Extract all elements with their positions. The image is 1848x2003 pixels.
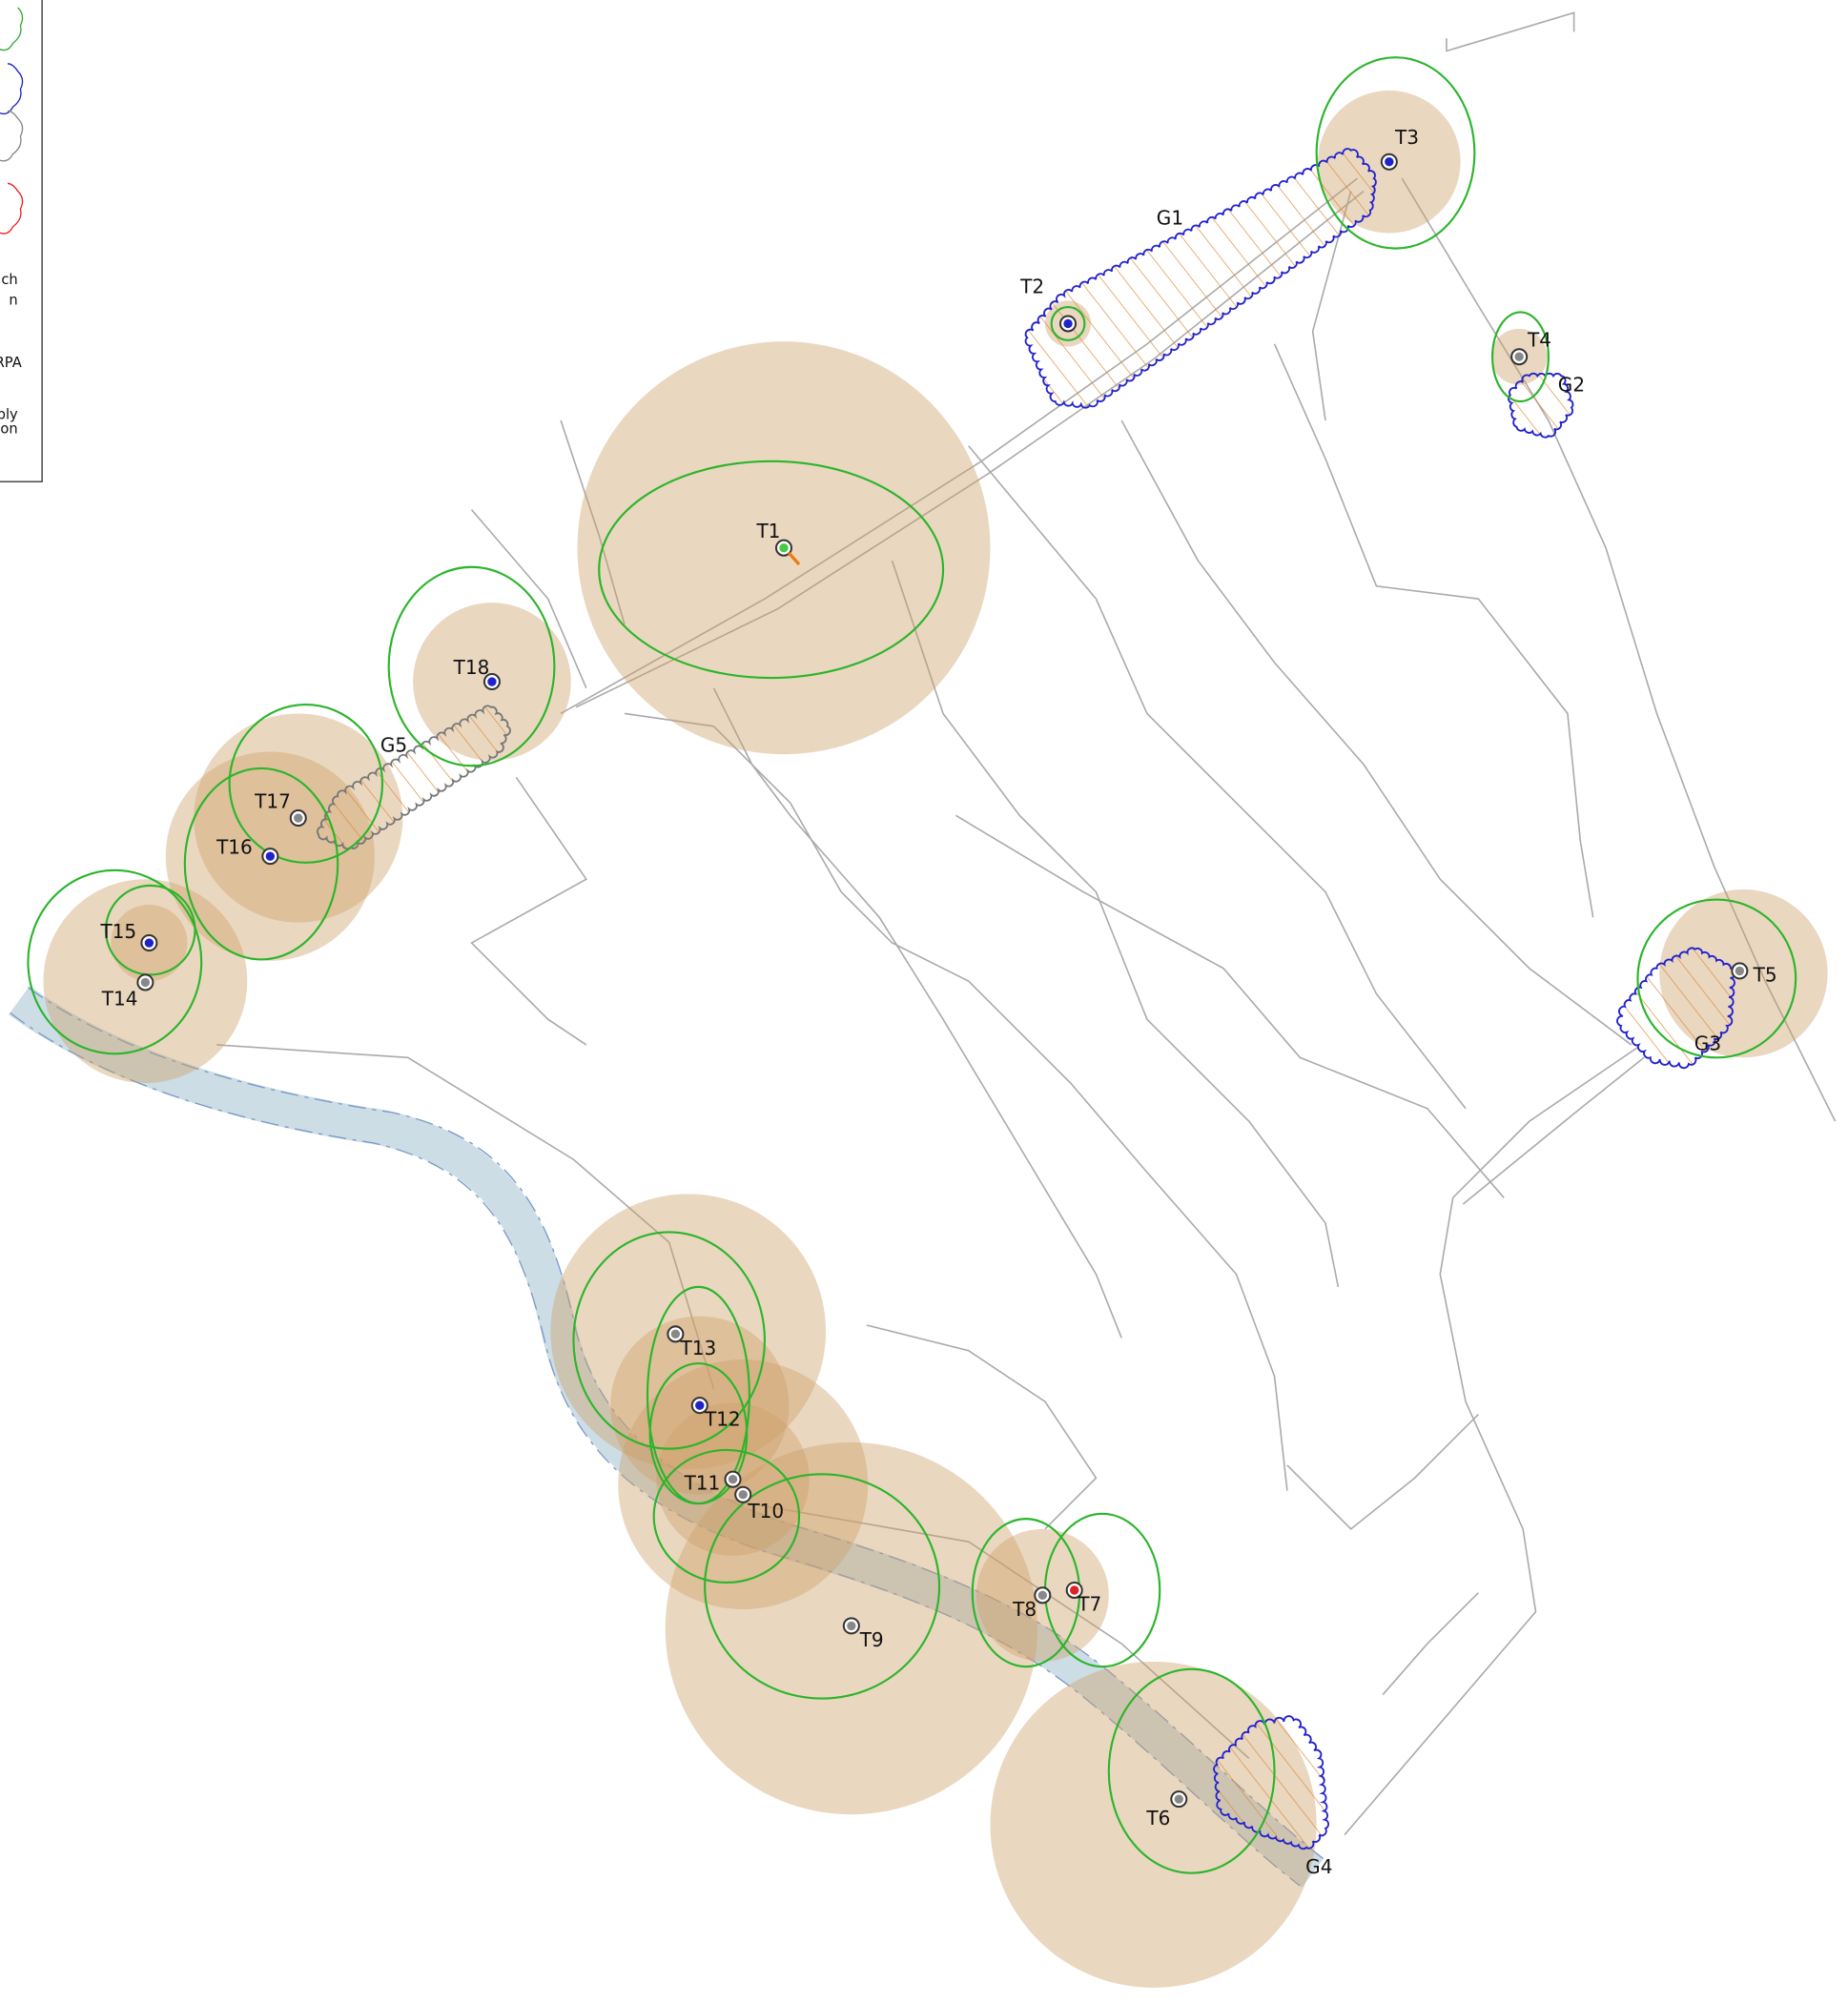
canopy-spread (704, 1473, 941, 1700)
tree-label: T17 (254, 790, 291, 813)
tree-marker-core (144, 938, 154, 948)
group-hatch (1508, 373, 1573, 438)
tree-label: T14 (101, 988, 138, 1011)
group-outline (1508, 372, 1574, 439)
site-lines (216, 11, 1837, 1836)
group-hatch (317, 705, 510, 849)
group-outline (1024, 148, 1377, 409)
tree-label: T15 (99, 920, 136, 943)
canopy-spread (228, 704, 384, 864)
tree-marker-core (1063, 318, 1073, 329)
tree-lean-arrow (788, 551, 801, 566)
group-label: G5 (380, 734, 407, 757)
tree-label: T1 (755, 520, 780, 542)
tree-label: T5 (1753, 963, 1777, 986)
tree-marker-core (1385, 157, 1394, 167)
legend-label: on (0, 420, 17, 437)
legend-label: n (9, 292, 17, 308)
canopy-spread (27, 869, 203, 1055)
tree-label: T11 (684, 1472, 721, 1495)
canopies (27, 56, 1797, 1874)
tree-marker-core (140, 977, 151, 988)
group-outline (316, 705, 511, 850)
tree-label: T16 (216, 836, 253, 859)
tree-label: T18 (453, 656, 490, 679)
canopy-spread (1050, 306, 1086, 341)
canopy-spread (1315, 56, 1476, 250)
tree-marker-core (738, 1490, 748, 1500)
group-outline (1616, 947, 1736, 1070)
tree-marker-core (1735, 966, 1745, 976)
canopy-spread (104, 884, 196, 976)
tree-label: T10 (747, 1500, 784, 1523)
tree-label: T3 (1394, 126, 1419, 149)
canopy-spread (652, 1448, 801, 1584)
legend-hedge-icon (0, 110, 24, 162)
canopy-spread (387, 565, 556, 767)
tree-label: T7 (1077, 1593, 1101, 1616)
group-label: G1 (1157, 206, 1183, 229)
tree-marker-core (294, 813, 303, 823)
tree-marker-core (695, 1400, 705, 1410)
watercourse (9, 986, 1326, 1888)
legend-label: RPA (0, 355, 22, 371)
tree-label: T4 (1527, 329, 1551, 352)
tree-label: T6 (1145, 1807, 1170, 1829)
tree-marker-core (670, 1329, 681, 1339)
tree-marker-core (1070, 1585, 1079, 1595)
root-protection-area (618, 1359, 869, 1610)
group-hatch (1214, 1716, 1329, 1850)
tree-label: T12 (704, 1408, 741, 1431)
tree-label: T9 (859, 1628, 884, 1651)
tree-label: T13 (680, 1337, 717, 1359)
group-hatch (1025, 149, 1376, 408)
legend-box (0, 0, 43, 482)
canopy-spread (572, 1231, 767, 1450)
group-label: G3 (1694, 1032, 1721, 1054)
legend-canopy-icon (0, 7, 24, 51)
tree-marker-core (728, 1475, 738, 1484)
canopy-spread (646, 1285, 750, 1505)
tree-marker-core (265, 851, 276, 861)
tree-marker-core (1037, 1590, 1047, 1600)
canopy-spread (1491, 311, 1550, 403)
legend-label: ch (1, 272, 17, 288)
legend-label: pply (0, 407, 18, 423)
tree-groups (316, 148, 1736, 1850)
canopy-spread (1636, 898, 1797, 1059)
tree-label: T2 (1019, 276, 1044, 298)
tree-marker-core (487, 677, 497, 686)
canopy-spread (1107, 1667, 1276, 1874)
tree-marker-core (1514, 352, 1524, 361)
tree-marker-core (1174, 1794, 1183, 1804)
canopy-spread (598, 460, 945, 680)
legend: ch n RPA pplyon (0, 0, 43, 482)
tree-marker-core (779, 543, 789, 553)
legend-red-icon (0, 182, 24, 235)
root-protection-area (550, 1194, 827, 1470)
canopy-spread (183, 766, 339, 961)
trees: T1T2T3T4T5T6T7T8T9T10T11T12T13T14T15T16T… (99, 126, 1776, 1878)
tree-marker-core (847, 1621, 856, 1631)
group-label: G2 (1558, 373, 1585, 396)
tree-label: T8 (1012, 1598, 1037, 1621)
group-label: G4 (1305, 1855, 1332, 1878)
